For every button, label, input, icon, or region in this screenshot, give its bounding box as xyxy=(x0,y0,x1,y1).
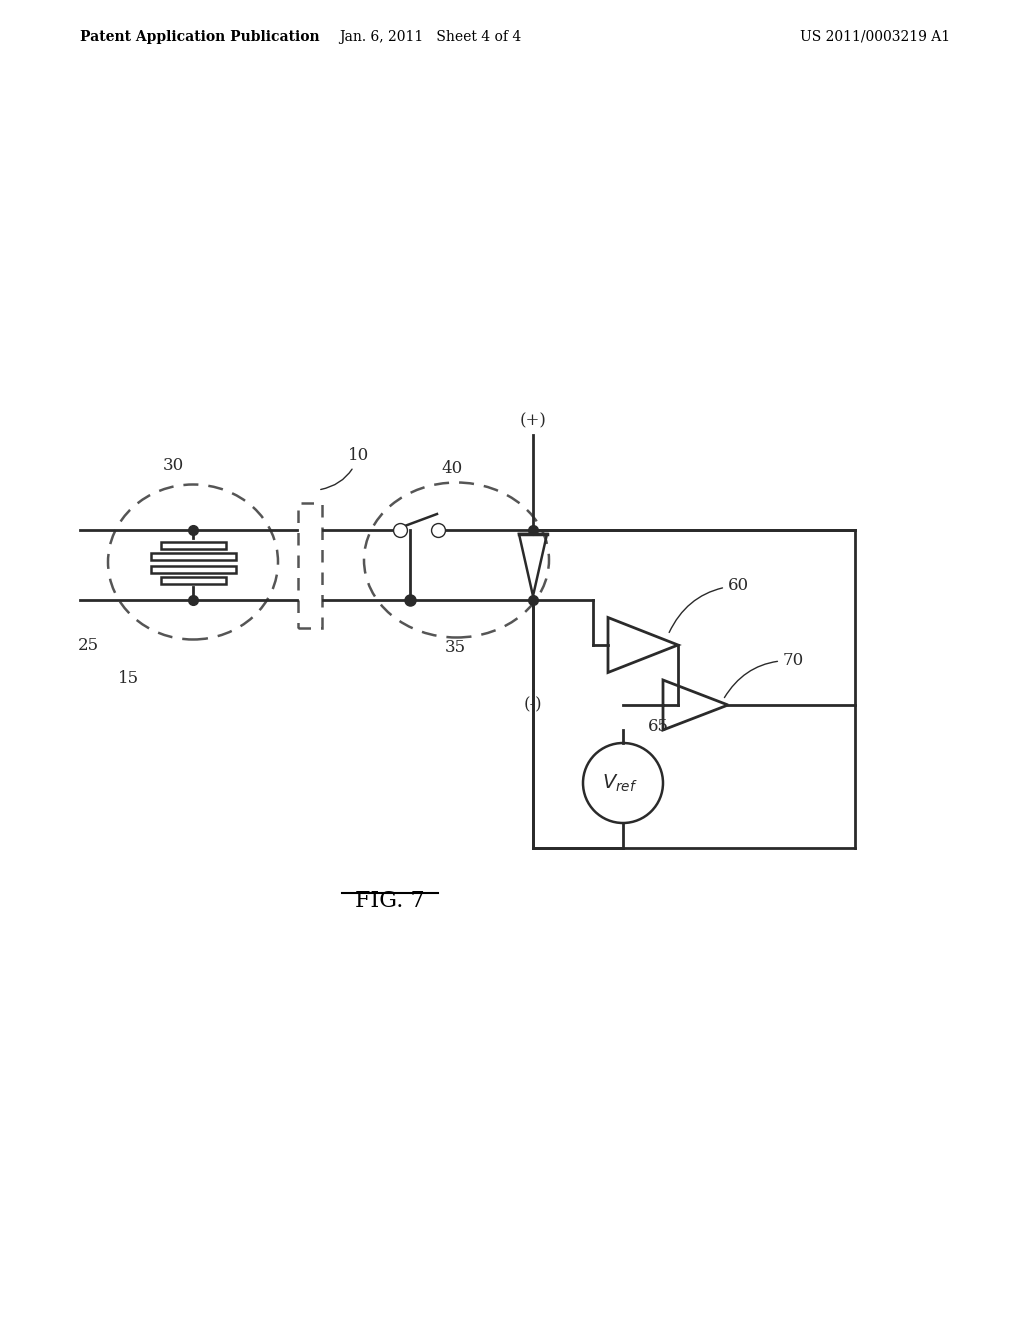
Text: FIG. 7: FIG. 7 xyxy=(355,890,425,912)
Text: 65: 65 xyxy=(648,718,669,735)
Text: 70: 70 xyxy=(724,652,804,697)
Text: $V_{ref}$: $V_{ref}$ xyxy=(602,772,638,793)
Text: US 2011/0003219 A1: US 2011/0003219 A1 xyxy=(800,30,950,44)
Bar xyxy=(161,577,225,583)
Text: (-): (-) xyxy=(523,696,543,713)
Text: Jan. 6, 2011   Sheet 4 of 4: Jan. 6, 2011 Sheet 4 of 4 xyxy=(339,30,521,44)
Text: 15: 15 xyxy=(118,671,139,686)
Text: 35: 35 xyxy=(444,639,466,656)
Text: (+): (+) xyxy=(519,412,547,429)
Text: 60: 60 xyxy=(669,577,750,632)
Bar xyxy=(161,541,225,549)
Text: 30: 30 xyxy=(163,457,184,474)
Text: 40: 40 xyxy=(441,459,463,477)
Bar xyxy=(151,553,236,560)
Bar xyxy=(298,503,322,628)
Bar xyxy=(151,565,236,573)
Text: 25: 25 xyxy=(78,638,99,653)
Text: 10: 10 xyxy=(321,447,370,490)
Text: Patent Application Publication: Patent Application Publication xyxy=(80,30,319,44)
